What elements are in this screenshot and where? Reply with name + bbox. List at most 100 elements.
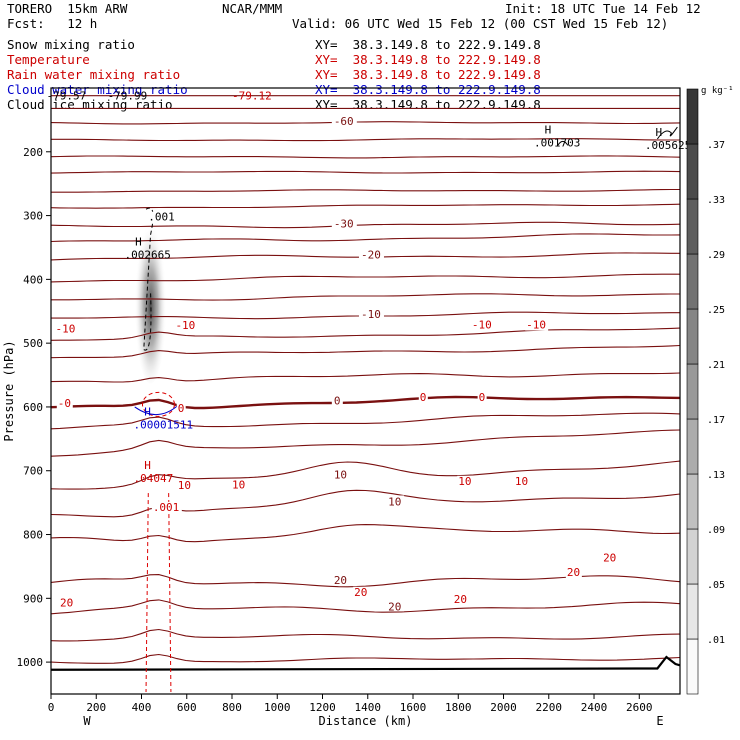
colorbar-segment (686, 418, 699, 475)
contour-value-label: 20 (603, 551, 616, 564)
temperature-contour-label: 0 (334, 394, 341, 407)
x-axis-label: Distance (km) (319, 714, 413, 728)
colorbar-segment (686, 308, 699, 365)
label-backing (331, 394, 343, 406)
colorbar-tick-label: .21 (707, 360, 725, 371)
temperature-contour (50, 372, 681, 383)
maximum-marker: H (135, 236, 142, 249)
cloud-water-contour (134, 405, 179, 416)
temperature-contour (50, 170, 681, 174)
colorbar-tick-label: .13 (707, 470, 725, 481)
maximum-value-label: .00001511 (134, 418, 194, 431)
x-tick-label: 1200 (309, 701, 336, 714)
y-tick-label: 200 (23, 146, 43, 159)
y-tick-label: 500 (23, 337, 43, 350)
label-backing (386, 600, 405, 612)
y-tick-label: 800 (23, 529, 43, 542)
label-backing (457, 475, 474, 487)
temperature-contour-label: -60 (334, 115, 354, 128)
field-cloud-water: Cloud water mixing ratio (7, 82, 188, 97)
label-backing (151, 501, 182, 513)
contour-value-label: 20 (454, 593, 467, 606)
temperature-contour-label: 20 (334, 574, 347, 587)
contour-value-label: 10 (232, 479, 245, 492)
contour-value-label: 20 (354, 586, 367, 599)
label-backing (176, 403, 186, 415)
init-label: Init: 18 UTC Tue 14 Feb 12 (505, 1, 701, 16)
temperature-contour-label: -30 (334, 217, 354, 230)
temperature-contour (50, 460, 681, 490)
x-tick-label: 1800 (445, 701, 472, 714)
maximum-marker: H (144, 459, 151, 472)
x-tick-label: 1600 (400, 701, 427, 714)
temperature-contour (50, 273, 680, 283)
label-backing (452, 593, 469, 605)
colorbar-tick-label: .17 (707, 415, 725, 426)
field-rain-xy: XY= 38.3.149.8 to 222.9.149.8 (315, 67, 541, 82)
colorbar-tick-label: .05 (707, 580, 725, 591)
label-backing (470, 319, 494, 331)
label-backing (602, 552, 619, 564)
y-axis-label: Pressure (hPa) (2, 340, 16, 441)
field-temperature-xy: XY= 38.3.149.8 to 222.9.149.8 (315, 52, 541, 67)
temperature-contour-label: 20 (388, 600, 401, 613)
colorbar-tick-label: .37 (707, 140, 725, 151)
maximum-value-label: .04047 (134, 472, 174, 485)
terrain-line (50, 655, 681, 671)
x-tick-label: 200 (86, 701, 106, 714)
temperature-contour (50, 121, 681, 125)
temperature-contour (50, 429, 681, 457)
label-backing (477, 392, 487, 404)
maximum-value-label: .001703 (534, 136, 580, 149)
label-backing (231, 479, 248, 491)
x-tick-label: 600 (177, 701, 197, 714)
colorbar-segment (686, 528, 699, 585)
temperature-contour (51, 188, 680, 193)
maximum-marker: H (656, 126, 663, 139)
label-backing (331, 114, 357, 126)
x-tick-label: 2600 (626, 701, 653, 714)
temperature-contour (50, 155, 681, 159)
label-backing (59, 597, 76, 609)
x-tick-label: 2200 (536, 701, 563, 714)
colorbar-tick-label: .29 (707, 250, 725, 261)
contour-value-label: -0 (58, 397, 71, 410)
label-backing (358, 307, 384, 319)
colorbar-tick-label: .33 (707, 195, 725, 206)
label-backing (147, 211, 178, 223)
contour-value-label: 10 (515, 475, 528, 488)
x-tick-label: 2000 (490, 701, 517, 714)
colorbar-segment (686, 198, 699, 255)
temperature-contour-label: 10 (334, 469, 347, 482)
temperature-contour (51, 138, 680, 142)
maximum-value-label: .002665 (124, 249, 170, 262)
label-backing (331, 217, 357, 229)
temperature-contour (50, 489, 681, 518)
temperature-contour (50, 203, 681, 209)
model-label: TORERO 15km ARW (7, 1, 128, 16)
label-backing (353, 586, 370, 598)
x-end-label-east: E (656, 714, 663, 728)
y-tick-label: 900 (23, 592, 43, 605)
label-backing (513, 475, 530, 487)
temperature-contour-label: -20 (361, 248, 381, 261)
contour-value-label: 20 (60, 597, 73, 610)
temperature-contour (50, 628, 681, 642)
label-backing (525, 319, 549, 331)
fcst-label: Fcst: 12 h (7, 16, 98, 31)
y-tick-label: 600 (23, 401, 43, 414)
y-tick-label: 300 (23, 210, 43, 223)
colorbar-segment (686, 638, 699, 695)
top-value-label: -79.99 (108, 90, 148, 103)
temperature-contour (50, 599, 681, 615)
colorbar-segment (686, 143, 699, 200)
contour-value-label: 10 (458, 475, 471, 488)
temperature-contour (50, 221, 681, 229)
label-backing (565, 566, 582, 578)
temperature-contour (50, 344, 681, 359)
colorbar-segment (686, 253, 699, 310)
field-rain: Rain water mixing ratio (7, 67, 181, 82)
y-tick-label: 1000 (17, 656, 44, 669)
contour-value-label: 0 (178, 402, 185, 415)
label-backing (331, 573, 350, 585)
